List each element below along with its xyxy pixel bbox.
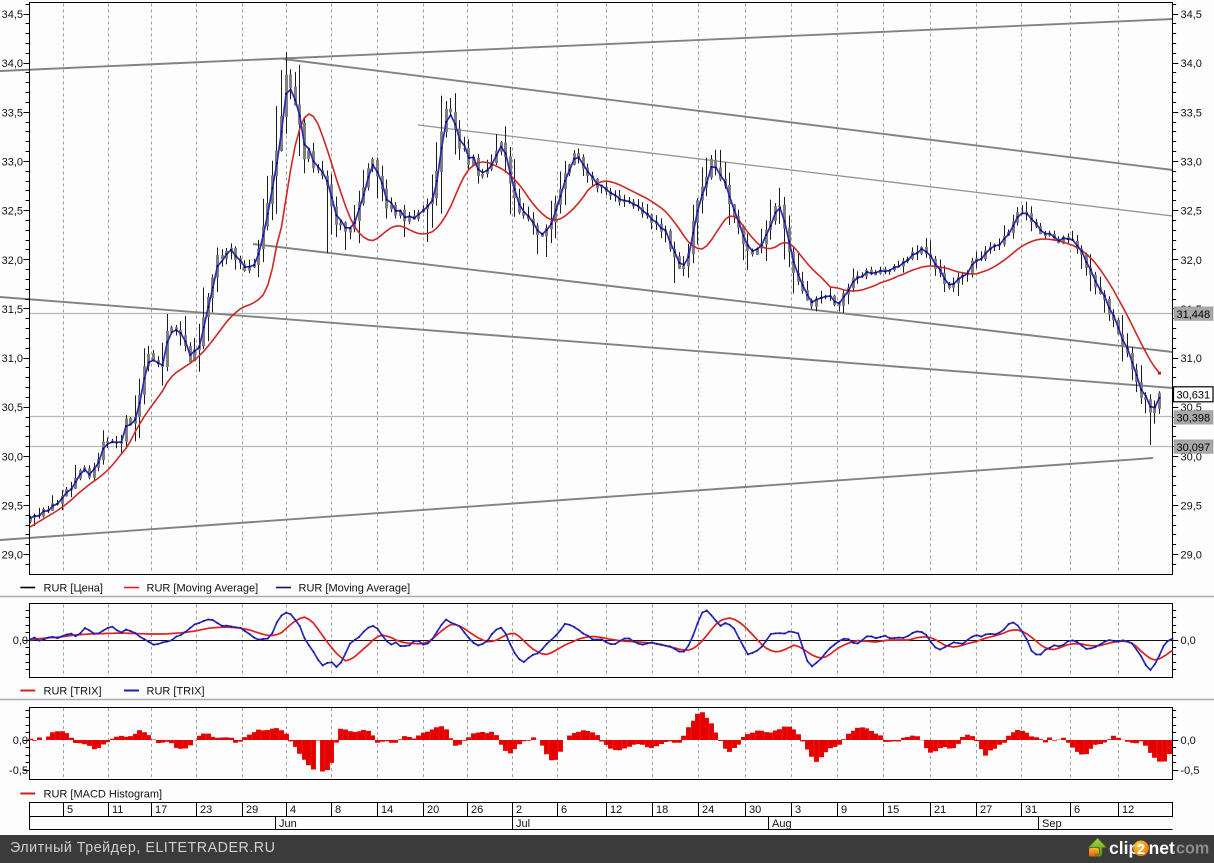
svg-text:0,0: 0,0 [13, 635, 28, 647]
svg-text:32,0: 32,0 [1181, 255, 1202, 267]
svg-text:Элитный Трейдер, ELITETRADER.R: Элитный Трейдер, ELITETRADER.RU [10, 840, 275, 856]
svg-text:4: 4 [290, 804, 296, 816]
svg-text:6: 6 [561, 804, 567, 816]
svg-text:2: 2 [516, 804, 522, 816]
svg-text:.com: .com [1172, 840, 1210, 858]
svg-text:30,0: 30,0 [2, 451, 23, 463]
svg-text:31: 31 [1025, 804, 1037, 816]
svg-text:29,5: 29,5 [2, 501, 23, 513]
svg-text:Sep: Sep [1042, 818, 1062, 830]
svg-text:RUR [TRIX]: RUR [TRIX] [44, 686, 102, 698]
svg-text:33,5: 33,5 [1181, 107, 1202, 119]
svg-text:RUR [Moving Average]: RUR [Moving Average] [299, 583, 411, 595]
svg-text:24: 24 [702, 804, 714, 816]
svg-text:0,0: 0,0 [1181, 635, 1196, 647]
svg-text:18: 18 [656, 804, 668, 816]
svg-text:29,0: 29,0 [2, 550, 23, 562]
svg-text:31,0: 31,0 [1181, 353, 1202, 365]
svg-text:29,5: 29,5 [1181, 501, 1202, 513]
svg-text:Aug: Aug [772, 818, 792, 830]
svg-text:32,5: 32,5 [1181, 206, 1202, 218]
svg-text:RUR [MACD Histogram]: RUR [MACD Histogram] [44, 789, 163, 801]
svg-text:Jun: Jun [279, 818, 297, 830]
svg-text:31,0: 31,0 [2, 353, 23, 365]
svg-text:29,0: 29,0 [1181, 550, 1202, 562]
svg-text:34,0: 34,0 [2, 58, 23, 70]
svg-text:-0,5: -0,5 [1181, 765, 1200, 777]
svg-text:2: 2 [1137, 842, 1145, 858]
svg-text:Jul: Jul [516, 818, 530, 830]
svg-text:11: 11 [112, 804, 123, 816]
svg-text:30,0: 30,0 [1181, 451, 1202, 463]
svg-text:RUR [Moving Average]: RUR [Moving Average] [147, 583, 259, 595]
svg-text:30,631: 30,631 [1177, 390, 1211, 402]
svg-text:32,5: 32,5 [2, 206, 23, 218]
svg-text:RUR [Цена]: RUR [Цена] [44, 583, 103, 595]
svg-text:33,0: 33,0 [2, 156, 23, 168]
svg-text:27: 27 [980, 804, 992, 816]
svg-text:30,5: 30,5 [2, 402, 23, 414]
svg-text:21: 21 [934, 804, 946, 816]
svg-text:33,5: 33,5 [2, 107, 23, 119]
svg-text:12: 12 [610, 804, 622, 816]
svg-text:32,0: 32,0 [2, 255, 23, 267]
svg-text:29: 29 [246, 804, 258, 816]
svg-text:31,5: 31,5 [2, 304, 23, 316]
svg-text:6: 6 [1074, 804, 1080, 816]
svg-text:5: 5 [67, 804, 73, 816]
svg-text:0,0: 0,0 [13, 735, 28, 747]
svg-text:34,5: 34,5 [2, 9, 23, 21]
svg-text:20: 20 [427, 804, 439, 816]
svg-text:0,0: 0,0 [1181, 735, 1196, 747]
svg-text:8: 8 [335, 804, 341, 816]
svg-text:30,398: 30,398 [1177, 413, 1211, 425]
svg-text:33,0: 33,0 [1181, 156, 1202, 168]
svg-text:34,5: 34,5 [1181, 9, 1202, 21]
svg-text:clip: clip [1109, 838, 1139, 858]
svg-text:9: 9 [841, 804, 847, 816]
svg-text:26: 26 [471, 804, 483, 816]
svg-text:31,448: 31,448 [1177, 309, 1211, 321]
svg-text:12: 12 [1122, 804, 1134, 816]
svg-text:30,097: 30,097 [1177, 442, 1211, 454]
svg-text:15: 15 [887, 804, 899, 816]
svg-text:RUR [TRIX]: RUR [TRIX] [147, 686, 205, 698]
svg-text:17: 17 [155, 804, 167, 816]
svg-text:3: 3 [795, 804, 801, 816]
svg-text:net: net [1149, 838, 1175, 858]
svg-text:34,0: 34,0 [1181, 58, 1202, 70]
svg-text:-0,5: -0,5 [9, 765, 28, 777]
svg-text:14: 14 [381, 804, 393, 816]
svg-text:23: 23 [200, 804, 212, 816]
svg-text:30: 30 [749, 804, 761, 816]
